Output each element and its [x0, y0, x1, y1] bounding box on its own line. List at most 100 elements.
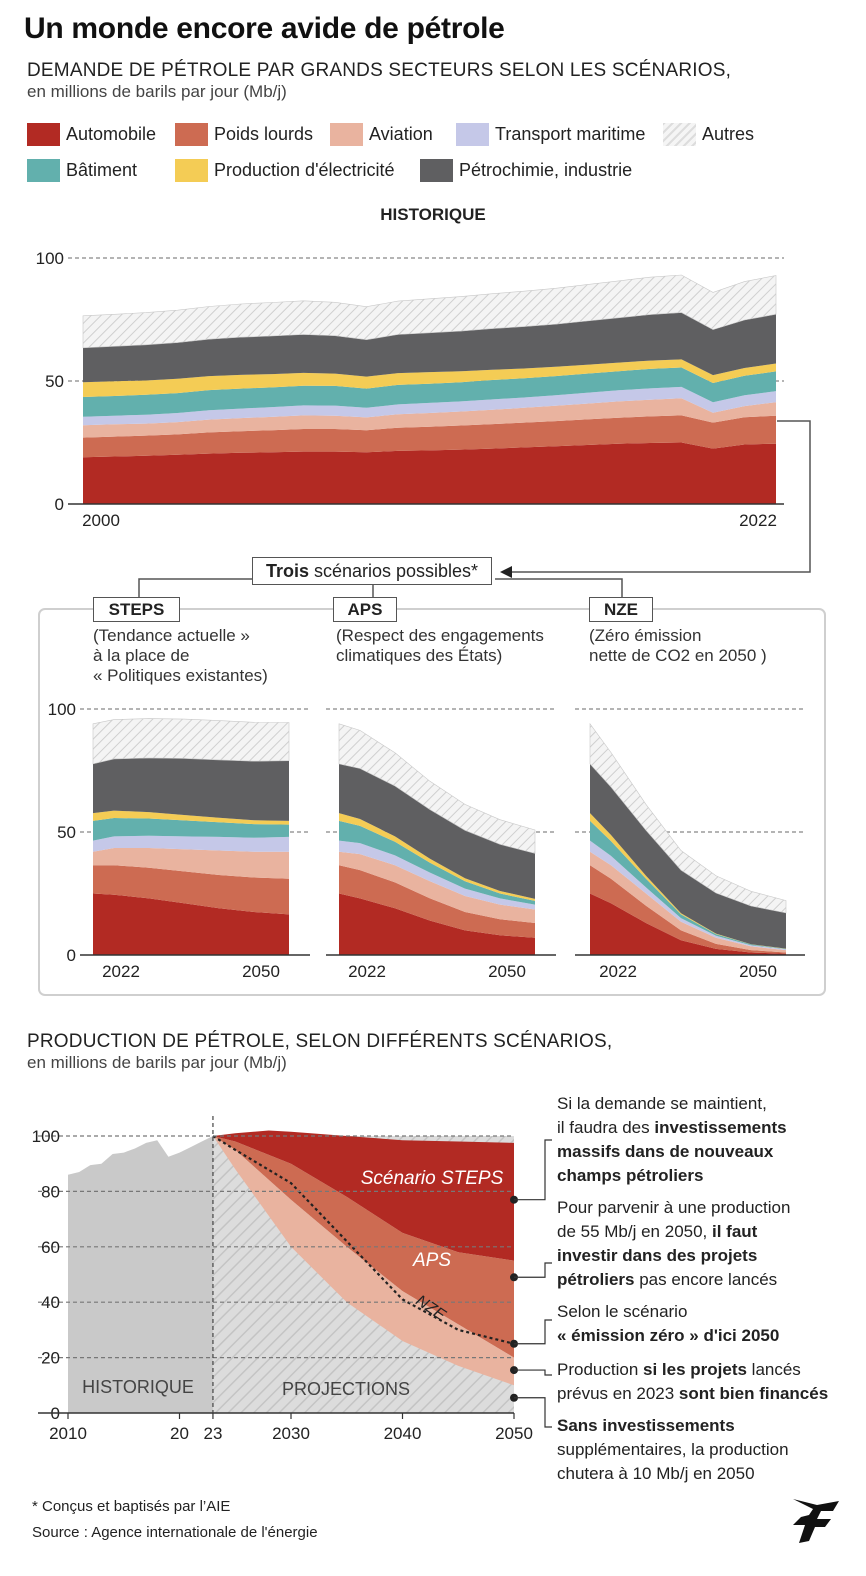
x-tick-label: 2030	[272, 1424, 310, 1443]
legend-swatch	[330, 122, 363, 146]
legend-label: Pétrochimie, industrie	[459, 159, 633, 180]
legend-label: Poids lourds	[214, 123, 314, 144]
area-aviation	[339, 851, 535, 923]
area-p-trochimie-industrie	[93, 758, 289, 821]
annotation-line: pétroliers pas encore lancés	[557, 1270, 778, 1289]
le-figaro-logo	[793, 1499, 839, 1543]
area-transport-maritime	[93, 835, 289, 852]
legend-label: Transport maritime	[495, 123, 646, 144]
y-tick-label: 0	[55, 495, 64, 514]
annotation-line: il faudra des investissements	[557, 1118, 787, 1137]
scenario-label-aps: APS	[333, 597, 397, 622]
scenario-label-steps: STEPS	[93, 597, 180, 622]
y-tick-label: 100	[48, 700, 76, 719]
scenario-note-nze: (Zéro émission nette de CO2 en 2050 )	[589, 626, 767, 666]
annotation-line: Si la demande se maintient,	[557, 1094, 767, 1113]
area-p-trochimie-industrie	[83, 312, 776, 383]
area-automobile	[590, 893, 786, 955]
legend-swatch	[27, 122, 60, 146]
area-autres	[92, 718, 290, 765]
label-historique: HISTORIQUE	[82, 1377, 194, 1397]
projets-area	[213, 1136, 514, 1386]
legend-label: Automobile	[66, 123, 157, 144]
area-autres	[82, 274, 777, 349]
legend-item-batiment: Bâtiment	[27, 157, 137, 183]
annotation-connector	[514, 1139, 552, 1201]
x-tick-label: 2050	[739, 962, 777, 981]
area-autres	[338, 723, 536, 854]
demand-heading: DEMANDE DE PÉTROLE PAR GRANDS SECTEURS S…	[27, 60, 732, 81]
y-tick-label: 100	[32, 1127, 60, 1146]
legend-item-petrochimie: Pétrochimie, industrie	[420, 157, 632, 183]
area-transport-maritime	[339, 840, 535, 910]
annotation-steps: Si la demande se maintient, il faudra des…	[557, 1092, 787, 1188]
area-poids-lourds	[83, 415, 776, 458]
footnote: * Conçus et baptisés par l’AIE	[32, 1498, 231, 1515]
x-tick-label: 2050	[242, 962, 280, 981]
area-transport-maritime	[83, 386, 776, 426]
historique-area	[68, 1136, 213, 1413]
area-poids-lourds	[590, 865, 786, 954]
scenarios-container	[38, 608, 826, 996]
x-tick-label: 2000	[82, 511, 120, 530]
x-tick-label: 2050	[488, 962, 526, 981]
demand-subheading: en millions de barils par jour (Mb/j)	[27, 82, 287, 101]
annotation-connector	[514, 1369, 552, 1376]
legend-swatch	[456, 122, 489, 146]
scenario-chart-steps: 0 50 100 2022 2050	[48, 700, 310, 981]
note-line: (Zéro émission	[589, 626, 702, 645]
annotation-connector	[514, 1319, 552, 1345]
x-tick-label: 2040	[384, 1424, 422, 1443]
scenario-charts: 0 50 100 2022 2050 2022 2050 2022 2050	[48, 700, 805, 981]
x-tick-label: 2010	[49, 1424, 87, 1443]
y-tick-label: 0	[67, 946, 76, 965]
steps-area	[213, 1130, 514, 1261]
y-tick-label: 40	[41, 1293, 60, 1312]
annotation-line: Pour parvenir à une production	[557, 1198, 791, 1217]
area-p-trochimie-industrie	[339, 763, 535, 899]
x-tick-label: 23	[203, 1424, 222, 1443]
area-b-timent	[83, 367, 776, 417]
connector-lines	[138, 420, 811, 598]
legend-label: Production d'électricité	[214, 159, 395, 180]
x-tick-label: 2022	[102, 962, 140, 981]
annotation-line: massifs dans de nouveaux	[557, 1142, 774, 1161]
note-line: (Tendance actuelle »	[93, 626, 250, 645]
area-automobile	[93, 893, 289, 955]
annotation-nze: Selon le scénario « émission zéro » d'ici…	[557, 1300, 779, 1348]
x-tick-label: 2022	[348, 962, 386, 981]
historique-chart-title: HISTORIQUE	[380, 205, 486, 224]
production-chart-svg: 02040608010020102023203020402050Scénario…	[32, 1116, 552, 1443]
trois-rest: scénarios possibles*	[308, 561, 479, 581]
historique-chart: 0 50 100 2000 2022	[36, 249, 784, 530]
legend-item-transport-maritime: Transport maritime	[456, 121, 645, 147]
area-autres	[589, 722, 787, 914]
area-production-d-lectricit-	[339, 813, 535, 901]
legend-label: Autres	[702, 123, 755, 144]
production-heading: PRODUCTION DE PÉTROLE, SELON DIFFÉRENTS …	[27, 1031, 613, 1052]
annotation-line: investir dans des projets	[557, 1246, 758, 1265]
nze-line	[212, 1135, 515, 1345]
trois-bold: Trois	[265, 561, 309, 581]
label-steps: Scénario STEPS	[361, 1168, 504, 1189]
annotation-aps: Pour parvenir à une production de 55 Mb/j…	[557, 1196, 790, 1292]
legend-item-poids-lourds: Poids lourds	[175, 121, 313, 147]
annotation-connector	[514, 1262, 552, 1278]
annotation-line: Sans investissements	[557, 1416, 735, 1435]
area-poids-lourds	[339, 865, 535, 938]
x-tick-label: 2022	[599, 962, 637, 981]
scenario-chart-nze: 2022 2050	[575, 708, 805, 981]
legend-swatch	[27, 158, 60, 182]
annotation-line: chutera à 10 Mb/j en 2050	[557, 1464, 755, 1483]
scenario-note-aps: (Respect des engagements climatiques des…	[336, 626, 544, 666]
legend-swatch	[663, 122, 696, 146]
legend-swatch	[175, 122, 208, 146]
annotation-line: champs pétroliers	[557, 1166, 704, 1185]
annotation-line: de 55 Mb/j en 2050, il faut	[557, 1222, 758, 1241]
area-production-d-lectricit-	[93, 810, 289, 825]
annotation-connector	[514, 1397, 552, 1428]
legend-swatch	[175, 158, 208, 182]
area-poids-lourds	[93, 865, 289, 915]
x-tick-label: 2022	[739, 511, 777, 530]
note-line: à la place de	[93, 646, 190, 665]
